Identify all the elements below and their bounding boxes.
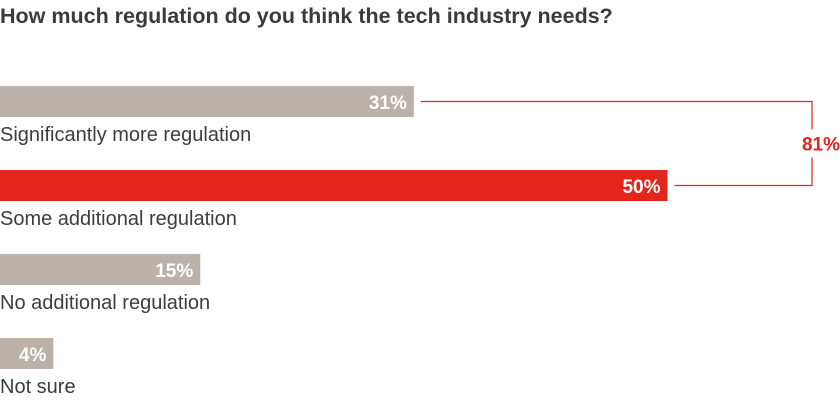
bar-value-label: 31% xyxy=(369,93,407,114)
bar xyxy=(0,170,668,201)
chart-title: How much regulation do you think the tec… xyxy=(0,4,613,28)
bar xyxy=(0,86,414,117)
bracket-total-label: 81% xyxy=(802,135,840,156)
category-label: Some additional regulation xyxy=(0,208,237,230)
bar xyxy=(0,338,54,369)
bar-value-label: 4% xyxy=(19,345,47,366)
category-label: No additional regulation xyxy=(0,292,210,314)
category-label: Not sure xyxy=(0,376,76,398)
category-label: Significantly more regulation xyxy=(0,124,251,146)
bar-value-label: 50% xyxy=(622,177,660,198)
bar-value-label: 15% xyxy=(155,261,193,282)
summary-bracket xyxy=(420,100,813,187)
bar xyxy=(0,254,201,285)
